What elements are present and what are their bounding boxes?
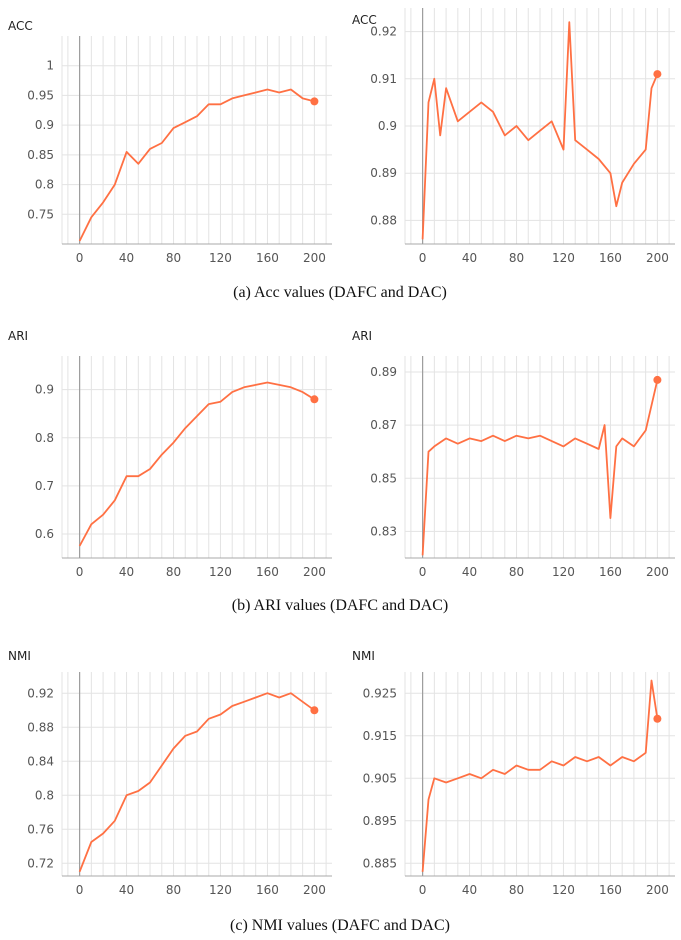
panel-c-right-ytick-label: 0.895 [363,814,397,828]
panel-b-left-xtick-label: 120 [209,565,232,579]
panel-c-left-ytick-label: 0.72 [27,856,54,870]
panel-a-right-xtick-label: 200 [646,251,669,265]
panel-b-left-ytick-label: 0.7 [35,479,54,493]
caption-b: (b) ARI values (DAFC and DAC) [232,597,448,614]
panel-c-left-ytick-label: 0.92 [27,686,54,700]
panel-c-right-ytick-label: 0.885 [363,856,397,870]
panel-b-right: 0.83 0.85 0.87 0.89 0 40 80 120 160 200 ARI [352,329,675,579]
panel-b-left-xtick-label: 160 [256,565,279,579]
panel-a-left-ytick-label: 0.85 [27,148,54,162]
panel-a-left-xtick-label: 160 [256,251,279,265]
panel-c-left-xtick-label: 80 [166,883,181,897]
panel-a-right-xtick-label: 80 [509,251,524,265]
panel-b-right-xtick-label: 40 [462,565,477,579]
panel-c-right-xtick-label: 160 [599,883,622,897]
panel-c-right-ytick-label: 0.915 [363,729,397,743]
panel-b-left-xtick-label: 80 [166,565,181,579]
panel-a-left-xtick-label: 120 [209,251,232,265]
panel-c-left-ytick-label: 0.76 [27,822,54,836]
panel-a-left-ytick-label: 1 [46,59,54,73]
panel-b-left-xtick-label: 40 [119,565,134,579]
panel-b-right-xtick-label: 160 [599,565,622,579]
panel-b-right-xtick-label: 200 [646,565,669,579]
panel-c-left-xtick-label: 0 [76,883,84,897]
panel-a-left-ytick-label: 0.9 [35,118,54,132]
panel-b-left-xtick-label: 0 [76,565,84,579]
panel-c-right-ylabel: NMI [352,649,375,663]
panel-a-right-ytick-label: 0.88 [370,213,397,227]
panel-b-right-xtick-label: 80 [509,565,524,579]
panel-a-left-ylabel: ACC [8,19,33,33]
panel-b-left-ylabel: ARI [8,329,28,343]
panel-b-left-ytick-label: 0.9 [35,383,54,397]
caption-a: (a) Acc values (DAFC and DAC) [233,284,447,301]
panel-a-left-series-line [78,88,315,242]
panel-c-right-xtick-label: 80 [509,883,524,897]
panel-c-right-ytick-label: 0.925 [363,686,397,700]
panel-a-left-ytick-label: 0.95 [27,88,54,102]
panel-c-left-xtick-label: 40 [119,883,134,897]
panel-c-right-series-line [421,679,659,872]
panel-b-right-ytick-label: 0.89 [370,365,397,379]
panel-a-left-ytick-label: 0.75 [27,207,54,221]
panel-b-right-ytick-label: 0.87 [370,418,397,432]
panel-a-left-xtick-label: 40 [119,251,134,265]
panel-c-right-end-marker [653,714,662,723]
panel-c-left-ytick-label: 0.88 [27,720,54,734]
panel-a-right-end-marker [653,70,662,79]
panel-c-left-xtick-label: 160 [256,883,279,897]
panel-a-right-ylabel: ACC [352,13,377,27]
panel-c-left-end-marker [310,706,319,715]
panel-b-right-series-line [421,379,659,556]
panel-a-right: 0.88 0.89 0.9 0.91 0.92 0 40 80 120 160 200 ACC [352,8,675,265]
panel-a-right-ytick-label: 0.92 [370,25,397,39]
panel-a-right-xtick-label: 160 [599,251,622,265]
panel-a-left-xtick-label: 0 [76,251,84,265]
panel-b-right-end-marker [653,375,662,384]
panel-a-right-series-line [421,21,659,240]
panel-b-right-ytick-label: 0.83 [370,524,397,538]
panel-b-left-xtick-label: 200 [303,565,326,579]
panel-a-right-ytick-label: 0.9 [378,119,397,133]
panel-c-right: 0.885 0.895 0.905 0.915 0.925 0 40 80 120 160 200 N… [352,649,675,897]
panel-c-left-xtick-label: 200 [303,883,326,897]
panel-a-left-end-marker [310,97,319,106]
panel-c-right-xtick-label: 40 [462,883,477,897]
panel-c-left-ytick-label: 0.8 [35,788,54,802]
panel-a-left: 0.75 0.8 0.85 0.9 0.95 1 0 40 80 120 160 200 ACC [8,19,332,265]
panel-b-right-xtick-label: 120 [552,565,575,579]
panel-a-right-xtick-label: 120 [552,251,575,265]
panel-c-left-ytick-label: 0.84 [27,754,54,768]
panel-c-right-xtick-label: 0 [419,883,427,897]
panel-b-left-ytick-label: 0.8 [35,431,54,445]
panel-c-left-xtick-label: 120 [209,883,232,897]
panel-a-right-xtick-label: 0 [419,251,427,265]
panel-b-left: 0.6 0.7 0.8 0.9 0 40 80 120 160 200 ARI [8,329,332,579]
panel-a-right-xtick-label: 40 [462,251,477,265]
panel-b-left-end-marker [310,395,319,404]
panel-a-left-ytick-label: 0.8 [35,178,54,192]
panel-c-right-ytick-label: 0.905 [363,771,397,785]
panel-a-left-xtick-label: 80 [166,251,181,265]
panel-b-right-ylabel: ARI [352,329,372,343]
panel-b-right-xtick-label: 0 [419,565,427,579]
panel-b-right-ytick-label: 0.85 [370,471,397,485]
panel-c-left-series-line [78,692,315,873]
panel-c-left-ylabel: NMI [8,649,31,663]
panel-a-right-ytick-label: 0.89 [370,166,397,180]
panel-b-left-ytick-label: 0.6 [35,527,54,541]
panel-c-right-xtick-label: 200 [646,883,669,897]
panel-b-left-series-line [78,381,315,547]
panel-c-right-xtick-label: 120 [552,883,575,897]
panel-a-right-ytick-label: 0.91 [370,72,397,86]
panel-c-left: 0.72 0.76 0.8 0.84 0.88 0.92 0 40 80 120 160 200 NMI [8,649,332,897]
panel-a-left-xtick-label: 200 [303,251,326,265]
caption-c: (c) NMI values (DAFC and DAC) [230,917,450,934]
